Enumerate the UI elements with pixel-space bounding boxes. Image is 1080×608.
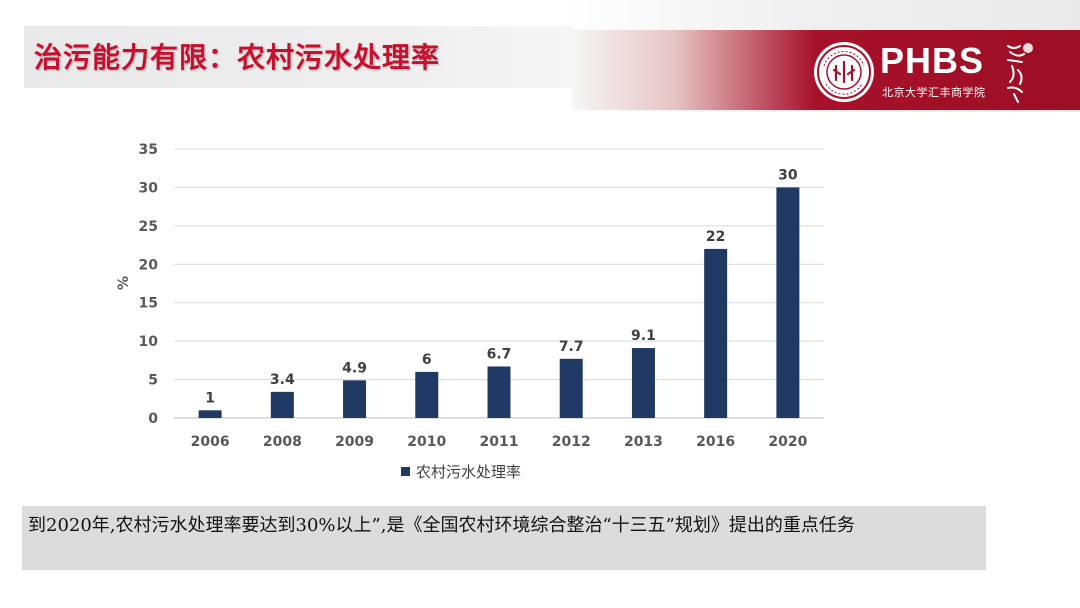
- y-tick-label: 25: [139, 219, 158, 235]
- note-text: 到2020年,农村污水处理率要达到30%以上”,是《全国农村环境综合整治“十三五…: [28, 515, 855, 536]
- bar: [631, 348, 655, 418]
- bar: [487, 366, 511, 418]
- y-axis-ticks: 0 5 10 15 20 25 30 35: [139, 142, 159, 427]
- data-label: 3.4: [270, 372, 295, 388]
- brand-subtitle: 北京大学汇丰商学院: [882, 86, 986, 99]
- data-labels: 1 3.4 4.9 6 6.7 7.7 9.1 22 30: [205, 167, 798, 406]
- bar-chart: 0 5 10 15 20 25 30 35 % 1 3.4 4.9 6 6.7 7.7 9.1 22 30 2…: [116, 142, 824, 481]
- note-box: [22, 506, 986, 570]
- x-tick-label: 2006: [191, 434, 230, 450]
- x-tick-label: 2010: [407, 434, 446, 450]
- page-title: 治污能力有限：农村污水处理率: [34, 41, 441, 74]
- y-tick-label: 0: [148, 411, 158, 427]
- data-label: 4.9: [342, 360, 367, 376]
- x-tick-label: 2016: [696, 434, 735, 450]
- calligraphy-logo-icon: [1007, 43, 1033, 103]
- chart-legend: 农村污水处理率: [401, 463, 521, 481]
- x-tick-label: 2008: [263, 434, 302, 450]
- bar: [343, 380, 367, 418]
- y-tick-label: 35: [139, 142, 158, 158]
- data-label: 30: [778, 167, 798, 183]
- bar: [415, 371, 439, 418]
- y-tick-label: 10: [139, 334, 159, 350]
- x-tick-label: 2009: [335, 434, 374, 450]
- data-label: 7.7: [559, 339, 584, 355]
- data-label: 1: [205, 390, 215, 406]
- y-tick-label: 20: [139, 257, 159, 273]
- x-tick-label: 2013: [624, 434, 663, 450]
- data-label: 6.7: [487, 347, 512, 363]
- data-label: 22: [706, 229, 725, 245]
- x-tick-label: 2011: [480, 434, 519, 450]
- bar: [270, 391, 294, 418]
- data-label: 9.1: [631, 328, 656, 344]
- y-tick-label: 5: [148, 373, 158, 389]
- bar: [198, 410, 222, 418]
- x-axis-ticks: 2006 2008 2009 2010 2011 2012 2013 2016 2020: [191, 434, 808, 450]
- bars: [198, 187, 800, 418]
- title-box: [24, 26, 572, 88]
- x-tick-label: 2012: [552, 434, 591, 450]
- bar: [776, 187, 800, 418]
- y-axis-label: %: [116, 276, 132, 290]
- pku-seal-logo-icon: [814, 42, 874, 102]
- data-label: 6: [422, 352, 432, 368]
- brand-name: PHBS: [880, 40, 985, 81]
- bar: [704, 248, 728, 418]
- y-tick-label: 15: [139, 296, 158, 312]
- bar: [559, 358, 583, 418]
- x-tick-label: 2020: [768, 434, 807, 450]
- legend-label: 农村污水处理率: [416, 463, 521, 481]
- legend-swatch: [401, 467, 410, 476]
- y-tick-label: 30: [139, 180, 159, 196]
